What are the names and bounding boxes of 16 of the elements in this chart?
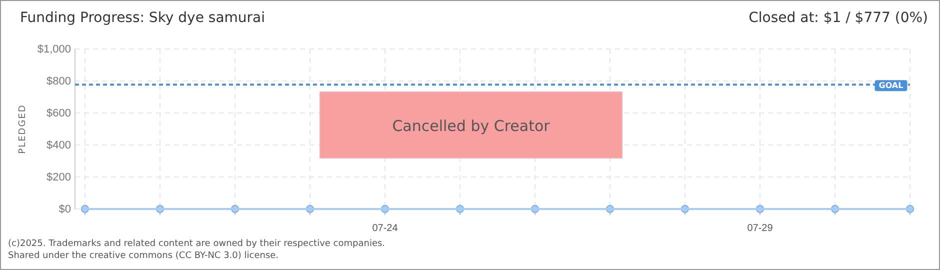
y-tick-label: $0 [58, 204, 71, 216]
y-tick-label: $1,000 [37, 44, 71, 56]
ref-line-label: GOAL [878, 81, 904, 90]
annotation: Cancelled by Creator [392, 117, 551, 135]
chart-subtitle: Closed at: $1 / $777 (0%) [748, 10, 928, 26]
text: Shared under the creative commons (CC BY-NC 3.0) license. [8, 251, 279, 261]
notice-box: Cancelled by Creator [320, 92, 622, 158]
x-tick-label: 07-29 [747, 223, 774, 234]
y-tick-label: $400 [46, 140, 71, 152]
y-tick-label: $600 [46, 108, 71, 120]
x-tick-label: 07-24 [372, 223, 398, 234]
y-axis-title: PLEDGED [18, 104, 28, 154]
text: (c)2025. Trademarks and related content are owned by their respective companies. [8, 239, 386, 249]
y-tick-label: $200 [46, 172, 71, 184]
y-tick-label: $800 [46, 76, 71, 88]
chart-title: Funding Progress: Sky dye samurai [20, 10, 266, 26]
